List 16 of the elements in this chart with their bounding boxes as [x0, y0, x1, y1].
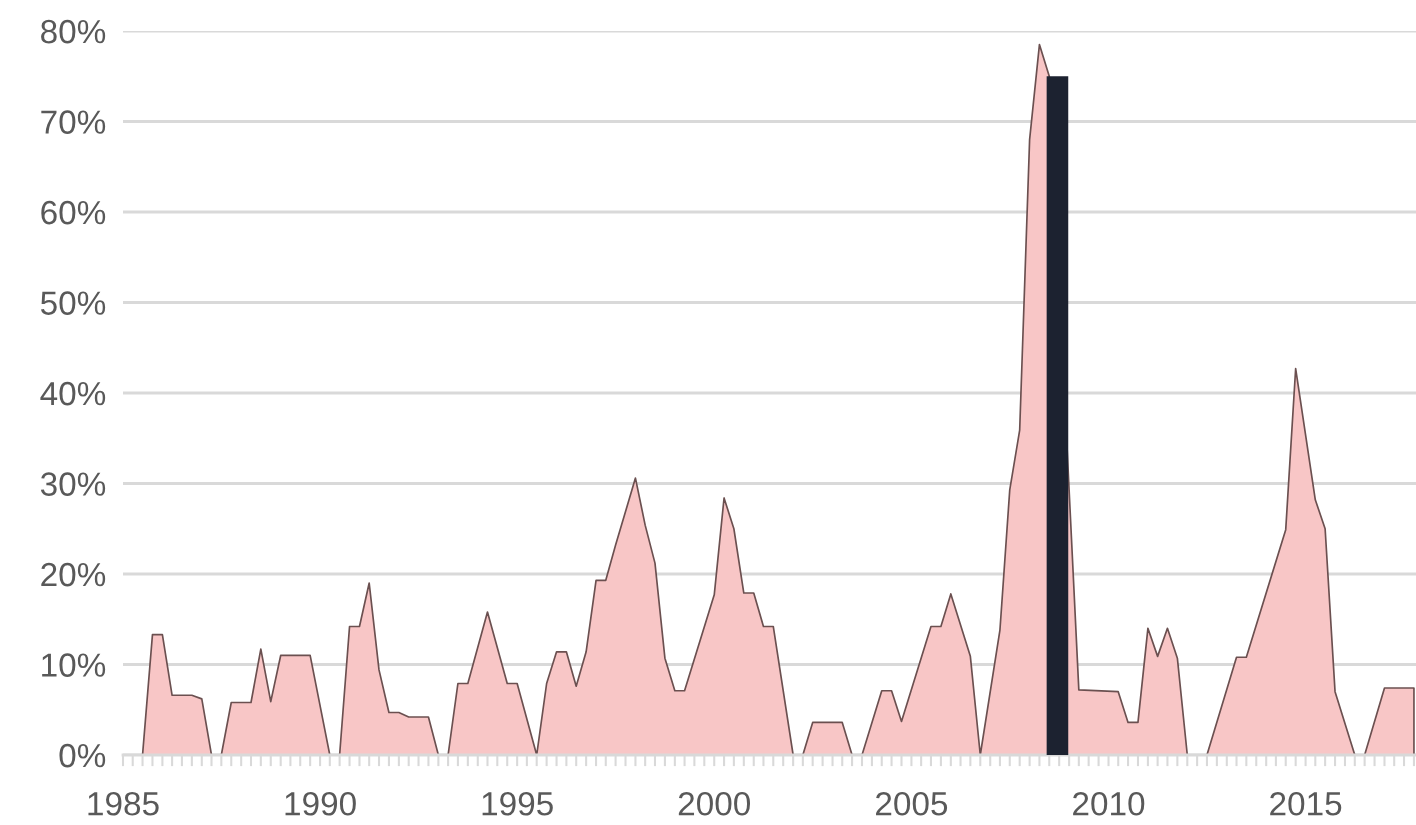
- y-tick-label: 60%: [41, 200, 106, 225]
- x-tick-label: 1985: [88, 791, 159, 816]
- y-tick-label: 40%: [40, 381, 106, 406]
- y-tick-label: 20%: [41, 562, 106, 587]
- y-tick-label: 70%: [41, 110, 106, 134]
- x-tick-label: 2000: [678, 791, 751, 816]
- x-tick-label: 2005: [876, 791, 948, 816]
- y-tick-label: 80%: [41, 19, 106, 44]
- x-tick-label: 2010: [1073, 791, 1145, 816]
- x-tick-label: 1990: [285, 791, 356, 816]
- y-tick-label: 50%: [40, 291, 106, 315]
- y-tick-label: 0%: [59, 743, 106, 768]
- y-tick-label: 10%: [42, 653, 106, 677]
- y-tick-label: 30%: [40, 472, 106, 496]
- x-tick-label: 2015: [1270, 791, 1342, 816]
- x-tick-label: 1995: [482, 791, 553, 816]
